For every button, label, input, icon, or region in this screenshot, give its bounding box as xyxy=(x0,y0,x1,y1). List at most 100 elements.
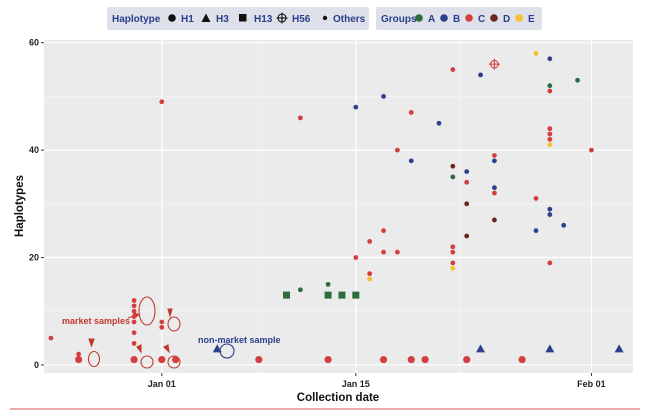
point-h13-group-a xyxy=(338,291,346,299)
point-h1-group-c xyxy=(518,355,526,364)
y-tick-label: 0 xyxy=(34,360,39,370)
point-others-group-c xyxy=(381,228,386,234)
point-h1-group-c xyxy=(324,355,332,364)
market-circle-2 xyxy=(138,296,156,326)
market-circle-1 xyxy=(87,350,101,368)
x-axis-title: Collection date xyxy=(297,392,379,404)
point-others-group-c xyxy=(131,303,137,309)
point-others-group-c xyxy=(395,249,400,255)
point-others-group-c xyxy=(353,255,359,260)
point-h3-group-b xyxy=(545,344,555,353)
point-others-group-b xyxy=(492,158,497,164)
data-points xyxy=(48,51,624,364)
group-b-legend-dot xyxy=(440,14,448,22)
market-circle-4 xyxy=(167,316,181,332)
point-others-group-e xyxy=(450,265,456,271)
point-others-group-c xyxy=(547,126,553,132)
point-others-group-b xyxy=(478,72,483,78)
point-others-group-c xyxy=(450,249,456,255)
point-others-group-b xyxy=(436,120,442,126)
market-arrowhead xyxy=(167,308,173,319)
point-others-group-c xyxy=(159,99,165,105)
point-others-group-b xyxy=(381,93,386,99)
point-others-group-c xyxy=(450,67,456,72)
point-h56-group-c xyxy=(488,58,500,70)
y-tick-label: 60 xyxy=(29,38,39,48)
groups-legend-title: Groups xyxy=(381,14,417,25)
point-others-group-b xyxy=(547,206,553,212)
y-tick-label: 20 xyxy=(29,253,39,263)
point-others-group-b xyxy=(533,228,539,234)
h56-legend-icon xyxy=(276,12,288,24)
gridlines xyxy=(44,40,633,373)
legend-label-h56: H56 xyxy=(292,14,311,25)
legend-label-others: Others xyxy=(333,14,366,25)
y-axis-title: Haplotypes xyxy=(14,175,26,237)
group-e-legend-dot xyxy=(515,14,523,22)
point-others-group-c xyxy=(408,110,414,115)
market-circle-5 xyxy=(167,355,181,369)
legend-label-group-e: E xyxy=(528,14,535,25)
plot-panel xyxy=(44,40,633,373)
point-others-group-b xyxy=(408,158,414,164)
haplotype-legend-items: H1 H3 H13 H56 Others xyxy=(168,12,366,25)
point-others-group-c xyxy=(131,308,137,314)
point-others-group-b xyxy=(547,212,553,217)
point-others-group-d xyxy=(464,201,470,207)
point-others-group-b xyxy=(353,104,359,110)
point-others-group-c xyxy=(131,341,137,346)
haplotype-legend-box xyxy=(107,7,369,30)
haplotype-legend-title: Haplotype xyxy=(112,14,161,25)
groups-legend-items: A B C D E xyxy=(415,14,535,25)
point-others-group-b xyxy=(464,169,470,174)
axes: 0 20 40 60 Jan 01 Jan 15 Feb 01 xyxy=(29,38,606,389)
point-others-group-c xyxy=(297,115,303,121)
point-others-group-d xyxy=(492,217,497,223)
point-h1-group-c xyxy=(407,355,415,364)
point-others-group-c xyxy=(450,244,456,250)
point-others-group-c xyxy=(492,153,497,158)
point-h3-group-b xyxy=(212,344,222,353)
point-others-group-a xyxy=(325,281,331,287)
point-others-group-c xyxy=(159,324,165,330)
point-others-group-a xyxy=(297,287,303,293)
point-others-group-c xyxy=(533,196,539,201)
market-arrowhead xyxy=(88,338,95,348)
market-samples-label: market samples xyxy=(62,316,130,326)
point-others-group-e xyxy=(533,51,539,56)
point-others-group-d xyxy=(464,233,470,239)
point-h1-group-c xyxy=(421,355,429,364)
group-c-legend-dot xyxy=(465,14,473,22)
point-h13-group-a xyxy=(352,291,360,299)
point-others-group-c xyxy=(450,260,456,266)
point-others-group-e xyxy=(547,142,553,148)
point-others-group-c xyxy=(547,260,553,266)
legend-label-group-b: B xyxy=(453,14,460,25)
point-others-group-c xyxy=(395,147,400,153)
point-others-group-c xyxy=(131,330,137,336)
legend-label-h13: H13 xyxy=(254,14,273,25)
point-others-group-c xyxy=(48,335,54,341)
point-h13-group-a xyxy=(324,291,332,299)
market-circle-3 xyxy=(140,355,154,369)
group-a-legend-dot xyxy=(415,14,423,22)
point-others-group-c xyxy=(367,271,373,277)
x-tick-label: Jan 15 xyxy=(342,379,370,389)
group-d-legend-dot xyxy=(490,14,498,22)
point-h13-group-a xyxy=(283,291,291,299)
point-others-group-a xyxy=(450,174,456,180)
market-circles xyxy=(87,296,181,369)
point-h1-group-c xyxy=(158,355,166,364)
legend-label-h3: H3 xyxy=(216,14,229,25)
x-tick-label: Feb 01 xyxy=(577,379,606,389)
point-others-group-c xyxy=(547,131,553,137)
point-h1-group-c xyxy=(379,355,388,364)
point-others-group-b xyxy=(561,222,567,228)
point-others-group-e xyxy=(367,276,373,282)
h3-legend-icon xyxy=(201,13,211,22)
point-h1-group-c xyxy=(75,355,83,364)
legend-label-group-c: C xyxy=(478,14,485,25)
nonmarket-sample-label: non-market sample xyxy=(198,335,281,345)
point-others-group-b xyxy=(492,185,497,191)
